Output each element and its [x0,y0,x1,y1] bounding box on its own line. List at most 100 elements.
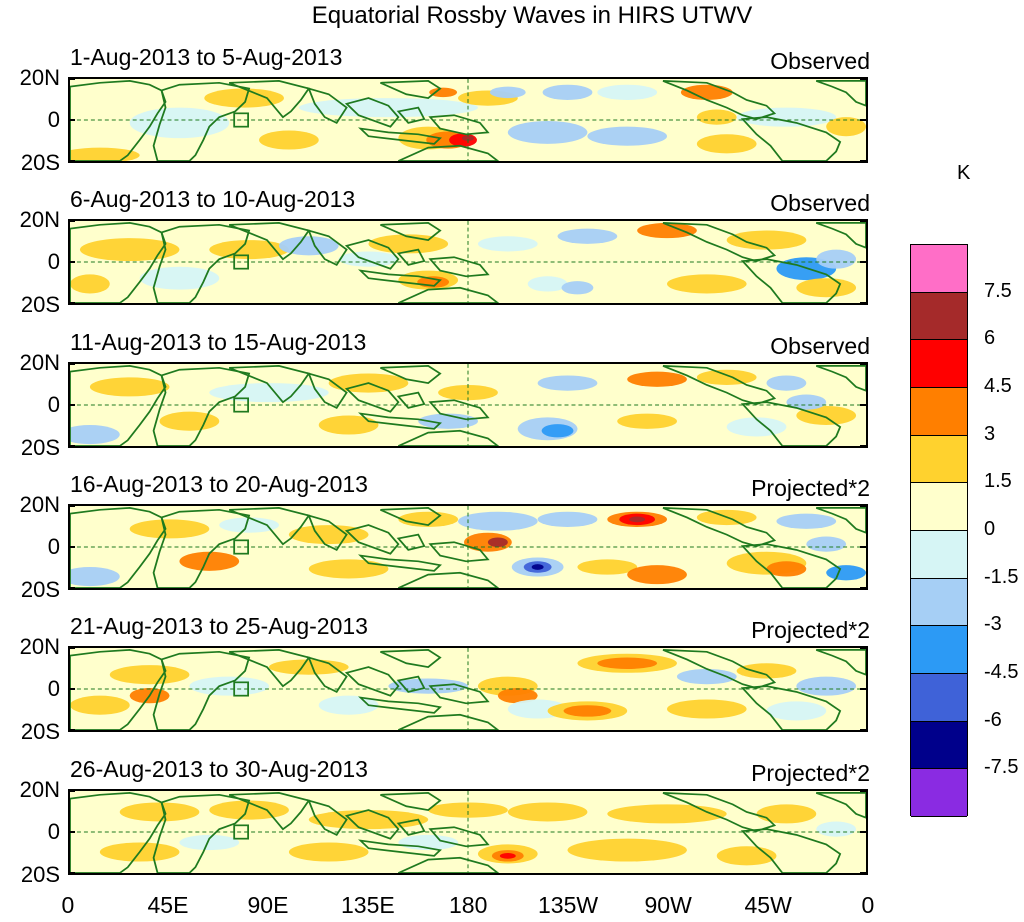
lat-tick [860,302,866,304]
panel-kind-label: Observed [770,48,870,74]
coastline [662,365,777,405]
anomaly-region [826,565,866,581]
coastline [358,127,442,145]
anomaly-region [70,147,140,161]
latitude-label: 20N [19,634,60,659]
anomaly-region [607,804,727,824]
coastline [70,649,167,730]
colorbar-swatch [911,435,967,484]
anomaly-region [259,130,319,150]
coastline [662,222,777,262]
coastline [380,792,442,811]
anomaly-region [786,394,827,410]
lat-tick [69,78,75,80]
lat-tick [69,445,75,447]
anomaly-region [139,266,220,290]
panel-kind-label: Observed [770,333,870,359]
anomaly-region [129,107,230,139]
coastline [396,533,426,551]
anomaly-map [70,506,866,588]
anomaly-region [816,821,857,837]
anomaly-region [89,377,170,397]
anomaly-region [766,701,827,721]
lat-tick [860,587,866,589]
lat-tick [69,261,75,263]
coastline [358,696,442,714]
anomaly-contours [70,653,857,721]
lat-tick [69,790,75,792]
lat-tick [860,261,866,263]
anomaly-region [288,842,369,862]
latitude-label: 20S [20,435,60,460]
longitude-label: 45W [744,892,792,918]
anomaly-region [557,228,618,244]
coastline [662,649,777,689]
anomaly-region [816,249,857,269]
anomaly-region [567,838,687,862]
map-panel [68,362,868,448]
anomaly-region [179,834,240,851]
coastline [815,507,866,534]
coastline [740,828,842,873]
anomaly-region [736,663,797,679]
coastline [344,239,400,270]
lat-tick [860,363,866,365]
coastline [380,365,442,384]
lat-tick [860,119,866,121]
coastline [307,799,348,836]
colorbar-level-label: -3 [984,613,1002,636]
map-panel [68,646,868,732]
coastline [307,656,348,693]
colorbar-level-label: -7.5 [984,756,1019,779]
latitude-label: 20S [20,719,60,744]
latitude-label: 0 [47,107,60,132]
latitude-label: 0 [47,534,60,559]
anomaly-region [542,84,593,100]
panel-date-range: 21-Aug-2013 to 25-Aug-2013 [70,613,368,639]
map-panel [68,789,868,875]
coastline [380,507,442,526]
lat-tick [860,872,866,874]
lat-tick [69,872,75,874]
anomaly-region [696,109,737,125]
colorbar-level-label: 6 [984,327,996,350]
coastline [396,675,426,693]
coastline [228,222,311,261]
longitude-label: 90E [247,892,289,918]
lat-tick [860,505,866,507]
lat-tick [860,445,866,447]
coastline [397,144,500,161]
coastline [380,80,442,99]
anomaly-region [70,274,110,294]
anomaly-region [796,278,857,298]
anomaly-map [70,79,866,161]
colorbar-level-label: -4.5 [984,661,1019,683]
coastline [70,792,167,873]
longitude-label: 135E [341,892,395,918]
coastline [228,792,311,831]
colorbar-level-label: 0 [984,518,996,540]
anomaly-map [70,648,866,730]
anomaly-region [541,424,574,438]
colorbar-swatch [911,769,967,817]
lat-tick [860,220,866,222]
coastline [397,286,500,303]
anomaly-region [563,705,612,717]
coastline [344,524,400,555]
anomaly-region [667,274,747,294]
anomaly-region [489,86,526,99]
coastline [428,683,490,705]
anomaly-region [627,565,687,585]
colorbar-swatch [911,483,967,531]
coastline [307,514,348,551]
anomaly-region [269,659,349,675]
anomaly-region [209,800,289,820]
coastline [358,412,442,430]
anomaly-region [428,802,508,818]
anomaly-region [756,804,817,824]
coastline [662,507,777,547]
coastline [358,554,442,572]
anomaly-region [338,251,399,267]
lat-tick [69,220,75,222]
anomaly-region [537,511,598,527]
